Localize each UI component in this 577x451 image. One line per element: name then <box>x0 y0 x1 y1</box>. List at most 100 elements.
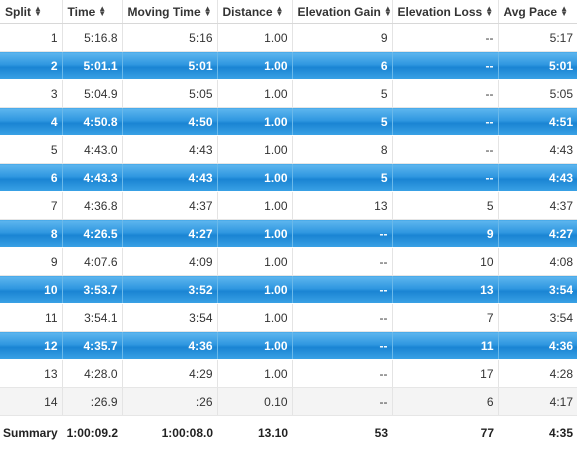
cell-distance: 1.00 <box>217 303 293 332</box>
cell-distance: 1.00 <box>217 359 293 388</box>
sort-both-icon: ▲ ▼ <box>34 3 42 18</box>
cell-avg-pace: 5:05 <box>498 79 577 108</box>
cell-moving-time: 5:01 <box>122 51 218 80</box>
column-header-elevation-loss[interactable]: Elevation Loss ▲ ▼ <box>392 0 499 24</box>
cell-time: 4:07.6 <box>62 247 123 276</box>
cell-elevation-gain: 8 <box>292 135 393 164</box>
cell-avg-pace: 4:37 <box>498 191 577 220</box>
cell-elevation-gain: 9 <box>292 23 393 52</box>
table-row[interactable]: 12 4:35.7 4:36 1.00 -- 11 4:36 <box>0 331 577 360</box>
summary-avg-pace: 4:35 <box>498 415 577 449</box>
cell-distance: 1.00 <box>217 51 293 80</box>
cell-moving-time: 4:37 <box>122 191 218 220</box>
column-header-time[interactable]: Time ▲ ▼ <box>62 0 123 24</box>
cell-elevation-gain: -- <box>292 275 393 304</box>
table-row[interactable]: 3 5:04.9 5:05 1.00 5 -- 5:05 <box>0 79 577 108</box>
cell-moving-time: 4:50 <box>122 107 218 136</box>
table-row[interactable]: 1 5:16.8 5:16 1.00 9 -- 5:17 <box>0 23 577 52</box>
cell-time: :26.9 <box>62 387 123 416</box>
cell-moving-time: 3:54 <box>122 303 218 332</box>
cell-distance: 1.00 <box>217 219 293 248</box>
table-row[interactable]: 4 4:50.8 4:50 1.00 5 -- 4:51 <box>0 107 577 136</box>
sort-both-icon: ▲ ▼ <box>485 3 494 18</box>
cell-elevation-loss: 5 <box>392 191 499 220</box>
cell-time: 4:28.0 <box>62 359 123 388</box>
cell-avg-pace: 4:43 <box>498 163 577 192</box>
column-label: Distance <box>222 4 273 19</box>
cell-time: 4:50.8 <box>62 107 123 136</box>
cell-time: 5:04.9 <box>62 79 123 108</box>
cell-avg-pace: 4:08 <box>498 247 577 276</box>
cell-elevation-gain: 13 <box>292 191 393 220</box>
table-row[interactable]: 5 4:43.0 4:43 1.00 8 -- 4:43 <box>0 135 577 164</box>
cell-split: 7 <box>0 191 63 220</box>
cell-avg-pace: 4:27 <box>498 219 577 248</box>
header-row: Split ▲ ▼ Time ▲ ▼ Moving Time ▲ ▼ Distance ▲ ▼ … <box>0 0 577 24</box>
cell-time: 4:36.8 <box>62 191 123 220</box>
column-label: Split <box>5 4 31 19</box>
cell-elevation-gain: -- <box>292 387 393 416</box>
cell-moving-time: 4:27 <box>122 219 218 248</box>
cell-moving-time: 5:16 <box>122 23 218 52</box>
table-row[interactable]: 13 4:28.0 4:29 1.00 -- 17 4:28 <box>0 359 577 388</box>
summary-moving-time: 1:00:08.0 <box>122 415 217 449</box>
cell-elevation-gain: -- <box>292 331 393 360</box>
column-header-elevation-gain[interactable]: Elevation Gain ▲ ▼ <box>292 0 393 24</box>
table-row[interactable]: 2 5:01.1 5:01 1.00 6 -- 5:01 <box>0 51 577 80</box>
cell-time: 4:26.5 <box>62 219 123 248</box>
cell-elevation-loss: -- <box>392 135 499 164</box>
column-label: Avg Pace <box>503 4 558 19</box>
summary-distance: 13.10 <box>217 415 292 449</box>
cell-distance: 1.00 <box>217 23 293 52</box>
cell-elevation-gain: 5 <box>292 163 393 192</box>
cell-elevation-loss: 9 <box>392 219 499 248</box>
table-row[interactable]: 11 3:54.1 3:54 1.00 -- 7 3:54 <box>0 303 577 332</box>
column-label: Time <box>67 4 96 19</box>
table-row[interactable]: 14 :26.9 :26 0.10 -- 6 4:17 <box>0 387 577 416</box>
cell-split: 5 <box>0 135 63 164</box>
cell-moving-time: 4:43 <box>122 135 218 164</box>
cell-split: 14 <box>0 387 63 416</box>
cell-split: 1 <box>0 23 63 52</box>
table-row[interactable]: 9 4:07.6 4:09 1.00 -- 10 4:08 <box>0 247 577 276</box>
cell-avg-pace: 4:28 <box>498 359 577 388</box>
table-row[interactable]: 7 4:36.8 4:37 1.00 13 5 4:37 <box>0 191 577 220</box>
cell-split: 8 <box>0 219 63 248</box>
cell-elevation-loss: 11 <box>392 331 499 360</box>
cell-moving-time: 4:29 <box>122 359 218 388</box>
cell-time: 5:01.1 <box>62 51 123 80</box>
cell-moving-time: 3:52 <box>122 275 218 304</box>
cell-elevation-loss: -- <box>392 51 499 80</box>
column-header-avg-pace[interactable]: Avg Pace ▲ ▼ <box>498 0 577 24</box>
cell-split: 12 <box>0 331 63 360</box>
cell-time: 4:43.3 <box>62 163 123 192</box>
column-header-moving-time[interactable]: Moving Time ▲ ▼ <box>122 0 218 24</box>
cell-avg-pace: 4:43 <box>498 135 577 164</box>
table-row[interactable]: 6 4:43.3 4:43 1.00 5 -- 4:43 <box>0 163 577 192</box>
cell-elevation-gain: 6 <box>292 51 393 80</box>
cell-elevation-loss: -- <box>392 79 499 108</box>
sort-both-icon: ▲ ▼ <box>275 3 284 18</box>
cell-time: 4:35.7 <box>62 331 123 360</box>
cell-elevation-loss: 17 <box>392 359 499 388</box>
column-header-distance[interactable]: Distance ▲ ▼ <box>217 0 293 24</box>
table-row[interactable]: 8 4:26.5 4:27 1.00 -- 9 4:27 <box>0 219 577 248</box>
cell-distance: 1.00 <box>217 79 293 108</box>
cell-avg-pace: 5:17 <box>498 23 577 52</box>
cell-distance: 1.00 <box>217 163 293 192</box>
cell-moving-time: :26 <box>122 387 218 416</box>
column-header-split[interactable]: Split ▲ ▼ <box>0 0 63 24</box>
cell-distance: 1.00 <box>217 191 293 220</box>
cell-elevation-gain: 5 <box>292 79 393 108</box>
table-row[interactable]: 10 3:53.7 3:52 1.00 -- 13 3:54 <box>0 275 577 304</box>
cell-split: 10 <box>0 275 63 304</box>
cell-avg-pace: 3:54 <box>498 275 577 304</box>
cell-time: 3:54.1 <box>62 303 123 332</box>
cell-split: 6 <box>0 163 63 192</box>
cell-moving-time: 4:36 <box>122 331 218 360</box>
cell-distance: 0.10 <box>217 387 293 416</box>
column-label: Elevation Gain <box>297 4 381 19</box>
cell-time: 3:53.7 <box>62 275 123 304</box>
cell-elevation-gain: -- <box>292 219 393 248</box>
